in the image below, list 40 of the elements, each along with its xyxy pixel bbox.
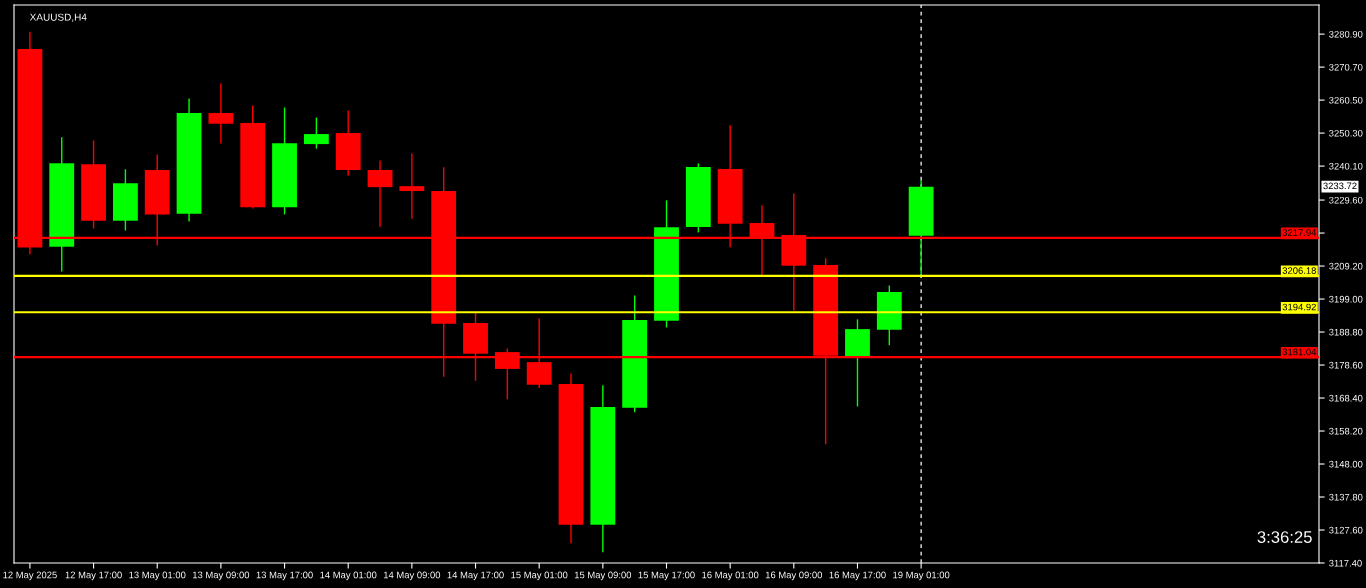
x-tick-label: 16 May 01:00 (702, 571, 759, 581)
y-tick-label: 3229.60 (1329, 196, 1363, 204)
annotation: 3:36:25 (1257, 531, 1312, 543)
x-tick-label: 15 May 01:00 (511, 571, 568, 581)
x-tick-label: 12 May 17:00 (65, 571, 122, 581)
y-tick-label: 3117.40 (1329, 559, 1362, 567)
candlestick (399, 153, 425, 219)
ref-line-label: 3194.92 (1282, 303, 1316, 311)
x-tick-label: 14 May 09:00 (383, 571, 441, 581)
y-tick-label: 3168.40 (1329, 394, 1363, 402)
y-tick-label: 3240.10 (1329, 162, 1363, 170)
y-tick-label: 3280.90 (1329, 30, 1363, 38)
y-tick-label: 3209.20 (1329, 262, 1363, 270)
y-tick-label: 3178.60 (1329, 361, 1363, 369)
ref-line-label: 3217.94 (1282, 229, 1317, 236)
x-tick-label: 15 May 09:00 (574, 571, 632, 581)
x-tick-label: 14 May 17:00 (447, 571, 504, 581)
x-tick-label: 14 May 01:00 (320, 571, 377, 581)
x-tick-label: 13 May 09:00 (193, 571, 250, 581)
y-tick-label: 3148.00 (1329, 460, 1363, 468)
candlestick (208, 83, 234, 144)
y-tick-label: 3127.60 (1329, 526, 1363, 534)
y-tick-label: 3158.20 (1329, 427, 1363, 435)
ref-line-label: 3181.04 (1282, 348, 1317, 356)
text: 3233.72 (1323, 182, 1357, 190)
x-tick-label: 16 May 09:00 (765, 571, 823, 581)
x-tick-label: 15 May 17:00 (638, 571, 695, 581)
y-tick-label: 3188.80 (1329, 328, 1363, 336)
x-tick-label: 16 May 17:00 (829, 571, 886, 581)
y-tick-label: 3137.80 (1329, 493, 1363, 501)
y-tick-label: 3250.30 (1329, 129, 1363, 137)
x-tick-label: 13 May 01:00 (129, 571, 186, 581)
x-tick-label: 19 May 01:00 (893, 571, 950, 581)
text: XAUUSD,H4 (29, 13, 87, 22)
ref-line-label: 3206.18 (1282, 267, 1316, 274)
y-tick-label: 3199.00 (1329, 295, 1363, 303)
x-tick-label: 12 May 2025 (3, 571, 57, 581)
y-tick-label: 3270.70 (1329, 63, 1363, 71)
x-tick-label: 13 May 17:00 (256, 571, 313, 581)
y-tick-label: 3260.50 (1329, 96, 1363, 104)
